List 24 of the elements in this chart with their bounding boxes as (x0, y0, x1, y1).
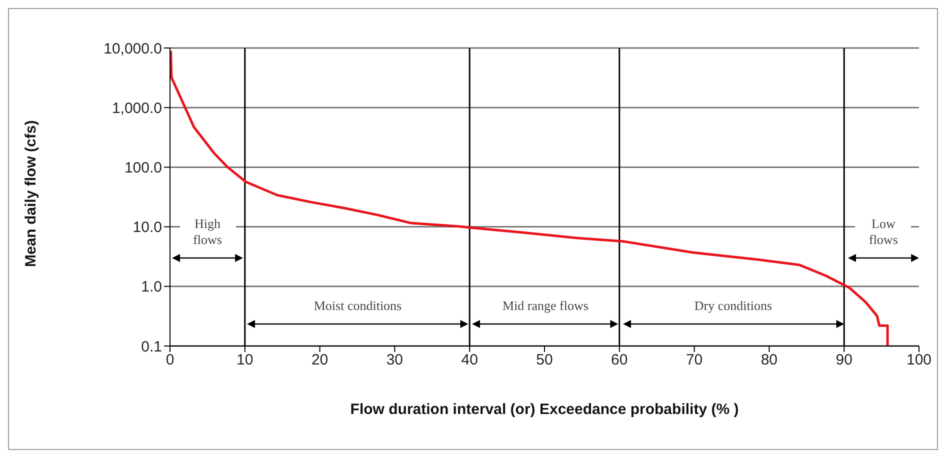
annotation: High flows (180, 216, 236, 248)
x-tick-label: 80 (760, 352, 778, 369)
annotation: Moist conditions (310, 298, 405, 314)
x-tick-label: 10 (236, 352, 254, 369)
x-tick-label: 20 (311, 352, 328, 369)
x-tick-label: 50 (536, 352, 553, 369)
x-tick-label: 60 (611, 352, 628, 369)
y-tick-label: 1,000.0 (112, 100, 162, 117)
y-axis-title: Mean daily flow (cfs) (22, 120, 40, 267)
annotation: Mid range flows (500, 298, 592, 314)
x-tick-label: 0 (166, 352, 174, 369)
y-tick-label: 1.0 (141, 278, 162, 296)
y-tick-label: 100.0 (124, 160, 162, 177)
annotation: Low flows (855, 216, 912, 248)
x-tick-label: 100 (906, 352, 932, 369)
y-tick-label: 10.0 (132, 219, 162, 236)
x-tick-label: 40 (461, 352, 478, 369)
x-tick-label: 70 (686, 352, 703, 369)
x-tick-label: 90 (836, 352, 852, 369)
y-tick-label: 10,000.0 (104, 40, 162, 58)
x-axis-title: Flow duration interval (or) Exceedance probability (% ) (350, 401, 739, 418)
annotation: Dry conditions (691, 298, 776, 314)
y-tick-label: 0.1 (141, 338, 162, 356)
x-tick-label: 30 (386, 352, 404, 369)
